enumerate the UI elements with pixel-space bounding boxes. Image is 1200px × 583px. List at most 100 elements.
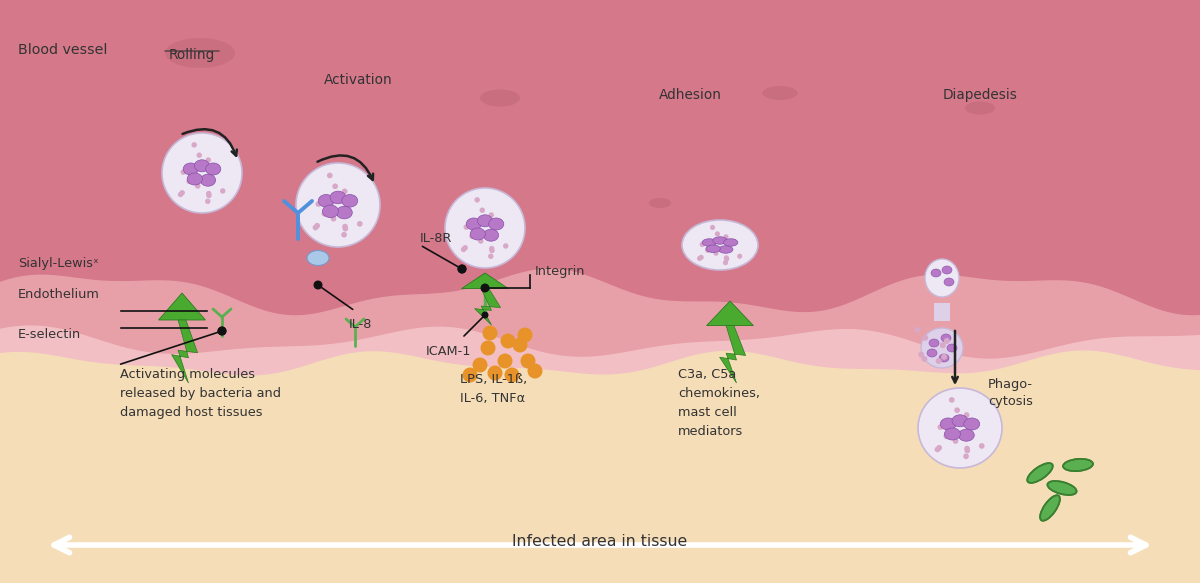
Text: ICAM-1: ICAM-1 xyxy=(425,345,470,358)
Circle shape xyxy=(470,224,475,229)
Ellipse shape xyxy=(922,328,964,368)
Ellipse shape xyxy=(965,101,995,114)
Circle shape xyxy=(462,245,468,251)
Circle shape xyxy=(462,367,478,382)
Ellipse shape xyxy=(719,246,733,253)
Circle shape xyxy=(205,157,211,163)
Ellipse shape xyxy=(931,269,941,277)
Circle shape xyxy=(498,353,512,368)
Ellipse shape xyxy=(162,133,242,213)
Circle shape xyxy=(480,208,485,213)
Circle shape xyxy=(941,354,947,360)
Ellipse shape xyxy=(925,259,959,297)
Ellipse shape xyxy=(944,428,960,440)
Circle shape xyxy=(918,352,924,357)
Circle shape xyxy=(206,193,211,198)
Polygon shape xyxy=(475,289,500,325)
Circle shape xyxy=(316,201,322,207)
Circle shape xyxy=(178,192,184,197)
Text: Phago-
cytosis: Phago- cytosis xyxy=(988,378,1033,408)
Circle shape xyxy=(944,424,950,429)
Circle shape xyxy=(512,338,528,353)
Circle shape xyxy=(922,335,928,341)
Circle shape xyxy=(187,168,192,174)
Circle shape xyxy=(217,326,227,335)
Circle shape xyxy=(964,445,970,451)
Ellipse shape xyxy=(649,198,671,208)
Ellipse shape xyxy=(166,38,235,68)
Circle shape xyxy=(965,448,970,454)
Circle shape xyxy=(480,340,496,356)
Text: Activating molecules
released by bacteria and
damaged host tissues: Activating molecules released by bacteri… xyxy=(120,368,281,419)
Circle shape xyxy=(473,357,487,373)
Circle shape xyxy=(206,191,211,196)
Text: Rolling: Rolling xyxy=(169,48,215,62)
Text: C3a, C5a
chemokines,
mast cell
mediators: C3a, C5a chemokines, mast cell mediators xyxy=(678,368,760,438)
Circle shape xyxy=(700,242,704,247)
Ellipse shape xyxy=(941,418,956,430)
Circle shape xyxy=(205,199,210,204)
Ellipse shape xyxy=(947,344,958,352)
Circle shape xyxy=(528,363,542,378)
Circle shape xyxy=(350,196,356,201)
Circle shape xyxy=(706,248,710,253)
Ellipse shape xyxy=(724,239,738,246)
Ellipse shape xyxy=(942,266,952,274)
Ellipse shape xyxy=(713,237,727,244)
Circle shape xyxy=(710,225,715,230)
Circle shape xyxy=(936,358,942,364)
Ellipse shape xyxy=(702,239,716,246)
Circle shape xyxy=(342,188,348,194)
Circle shape xyxy=(940,342,946,348)
Circle shape xyxy=(497,219,502,224)
Ellipse shape xyxy=(445,188,526,268)
Ellipse shape xyxy=(940,354,949,362)
Ellipse shape xyxy=(200,174,216,186)
Circle shape xyxy=(922,356,928,362)
Ellipse shape xyxy=(941,334,950,342)
Circle shape xyxy=(737,254,743,259)
Ellipse shape xyxy=(929,339,940,347)
Ellipse shape xyxy=(342,195,358,207)
Circle shape xyxy=(731,238,737,244)
Circle shape xyxy=(480,283,490,293)
Text: Diapedesis: Diapedesis xyxy=(942,88,1018,102)
Ellipse shape xyxy=(1048,481,1076,495)
Circle shape xyxy=(979,443,985,449)
Ellipse shape xyxy=(184,163,198,175)
Circle shape xyxy=(474,197,480,203)
Polygon shape xyxy=(0,0,1200,316)
Ellipse shape xyxy=(964,418,979,430)
Circle shape xyxy=(944,338,950,344)
Circle shape xyxy=(488,246,494,251)
Ellipse shape xyxy=(762,86,798,100)
Circle shape xyxy=(954,408,960,413)
Circle shape xyxy=(697,256,702,261)
Ellipse shape xyxy=(187,173,203,185)
Circle shape xyxy=(469,234,475,239)
Circle shape xyxy=(914,327,920,333)
Ellipse shape xyxy=(959,429,974,441)
Circle shape xyxy=(313,280,323,290)
Text: Endothelium: Endothelium xyxy=(18,289,100,301)
Circle shape xyxy=(964,412,970,418)
Circle shape xyxy=(715,231,720,237)
Circle shape xyxy=(949,397,955,403)
Polygon shape xyxy=(720,325,745,383)
Circle shape xyxy=(457,265,467,273)
Circle shape xyxy=(500,333,516,349)
Ellipse shape xyxy=(706,245,720,252)
Circle shape xyxy=(220,188,226,194)
Ellipse shape xyxy=(466,218,481,230)
Ellipse shape xyxy=(484,229,499,241)
Polygon shape xyxy=(707,301,754,325)
Ellipse shape xyxy=(1027,463,1052,483)
Ellipse shape xyxy=(928,349,937,357)
Circle shape xyxy=(953,438,959,444)
Circle shape xyxy=(463,224,469,230)
Text: E-selectin: E-selectin xyxy=(18,328,82,342)
Text: Infected area in tissue: Infected area in tissue xyxy=(512,533,688,549)
Ellipse shape xyxy=(323,205,338,217)
Circle shape xyxy=(196,183,200,189)
Circle shape xyxy=(180,170,186,175)
